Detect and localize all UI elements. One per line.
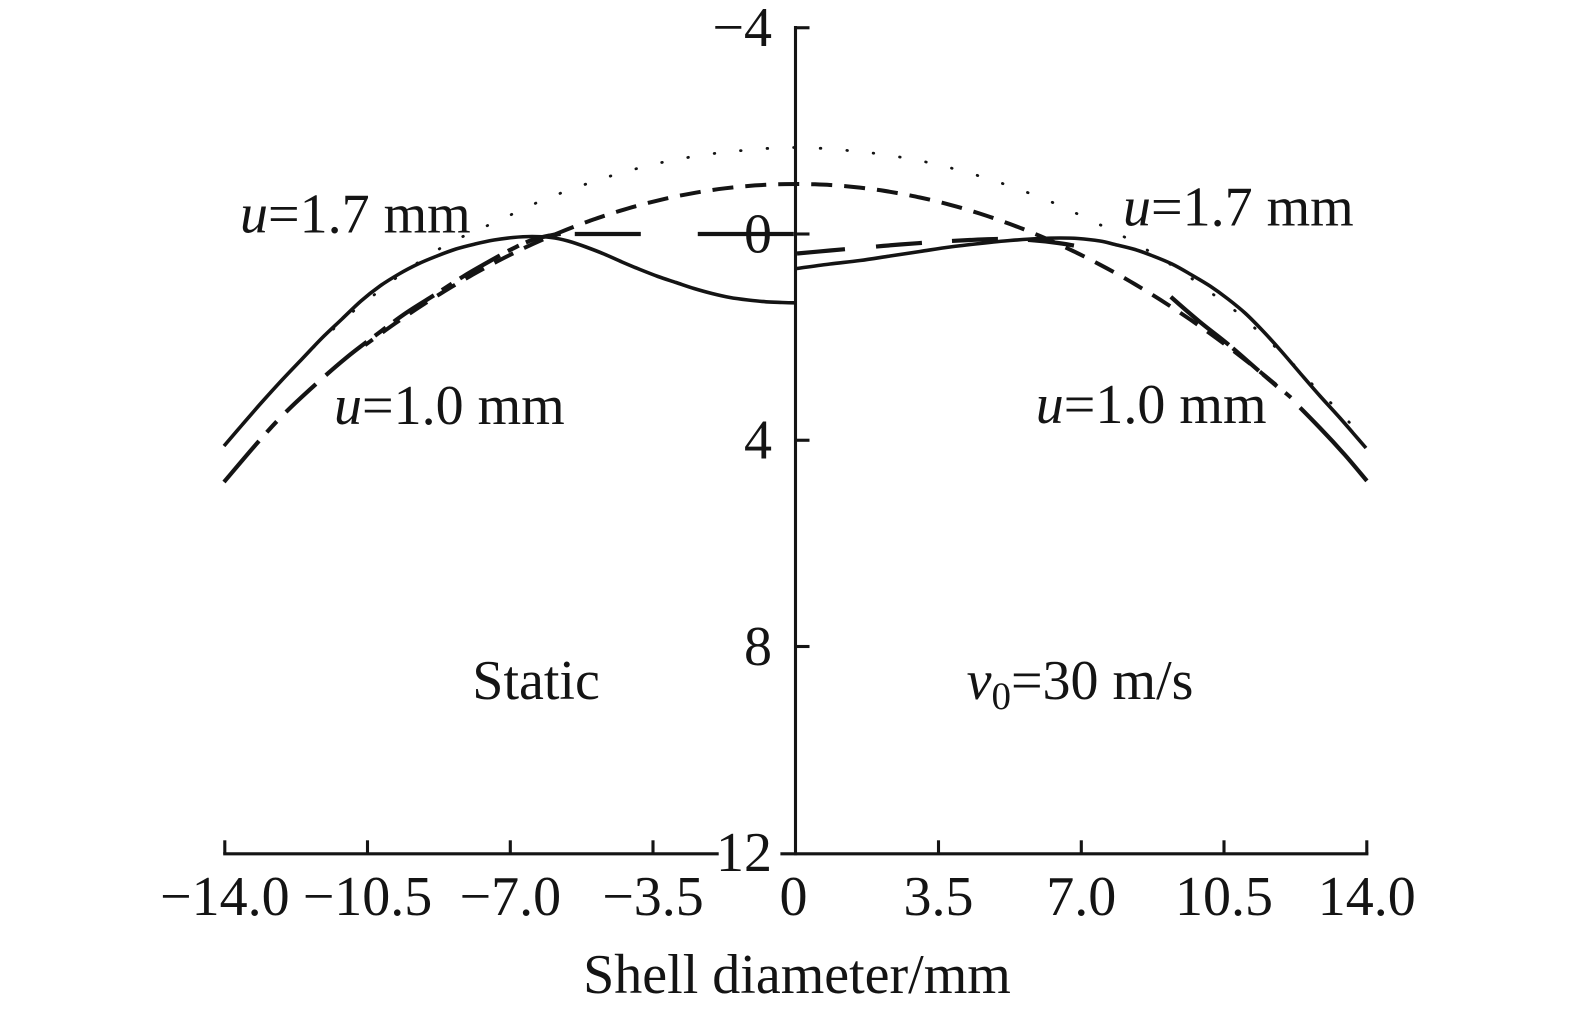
- svg-text:u=1.0 mm: u=1.0 mm: [1036, 374, 1267, 436]
- svg-text:3.5: 3.5: [904, 866, 974, 928]
- svg-text:−3.5: −3.5: [602, 866, 704, 928]
- svg-text:0: 0: [780, 866, 808, 928]
- svg-text:7.0: 7.0: [1046, 866, 1116, 928]
- svg-text:4: 4: [744, 410, 772, 472]
- svg-text:Static: Static: [472, 650, 600, 712]
- svg-text:Shell diameter/mm: Shell diameter/mm: [583, 944, 1011, 1006]
- svg-text:u=1.7 mm: u=1.7 mm: [1123, 177, 1354, 239]
- svg-text:u=1.7 mm: u=1.7 mm: [240, 184, 471, 246]
- svg-text:12: 12: [716, 822, 772, 884]
- svg-text:10.5: 10.5: [1175, 866, 1273, 928]
- svg-text:0: 0: [744, 203, 772, 265]
- svg-text:14.0: 14.0: [1318, 866, 1416, 928]
- svg-text:−4: −4: [712, 0, 772, 59]
- svg-text:−14.0: −14.0: [160, 866, 290, 928]
- svg-text:−7.0: −7.0: [460, 866, 562, 928]
- svg-text:8: 8: [744, 616, 772, 678]
- svg-text:u=1.0 mm: u=1.0 mm: [334, 375, 565, 437]
- svg-text:v0=30 m/s: v0=30 m/s: [967, 650, 1194, 718]
- svg-text:−10.5: −10.5: [303, 866, 433, 928]
